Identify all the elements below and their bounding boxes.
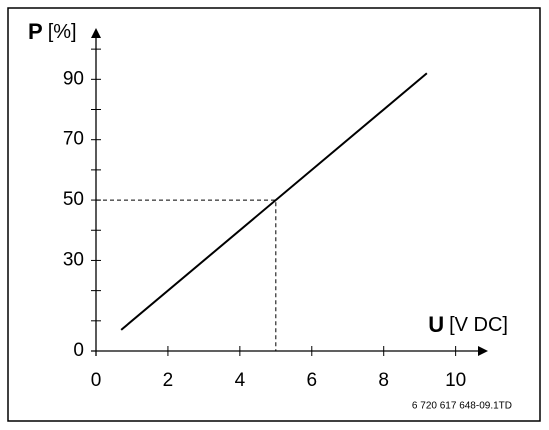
y-tick-label: 30 (63, 249, 84, 270)
footer: 6 720 617 648-09.1TD (412, 401, 512, 412)
y-axis-arrow (91, 28, 101, 38)
y-label-unit: [%] (48, 21, 77, 43)
y-tick-label: 70 (63, 129, 84, 150)
x-label-unit: [V DC] (449, 314, 508, 336)
y-tick-label: 0 (73, 340, 84, 361)
x-tick-label: 10 (445, 370, 466, 391)
x-axis-arrow (478, 346, 488, 356)
reference-guide (96, 199, 277, 351)
x-tick-label: 6 (306, 370, 317, 391)
x-label-symbol: U (428, 312, 444, 337)
y-tick-label: 50 (63, 189, 84, 210)
line (120, 72, 428, 331)
x-tick-label: 4 (235, 370, 246, 391)
frame (7, 7, 541, 422)
x-tick-label: 2 (163, 370, 174, 391)
y-label-symbol: P (28, 19, 43, 44)
x-tick-label: 8 (378, 370, 389, 391)
y-axis-label: P [%] (28, 19, 77, 44)
x-axis-label: U [V DC] (428, 312, 508, 337)
x-tick-label: 0 (91, 370, 102, 391)
y-tick-label: 90 (63, 68, 84, 89)
